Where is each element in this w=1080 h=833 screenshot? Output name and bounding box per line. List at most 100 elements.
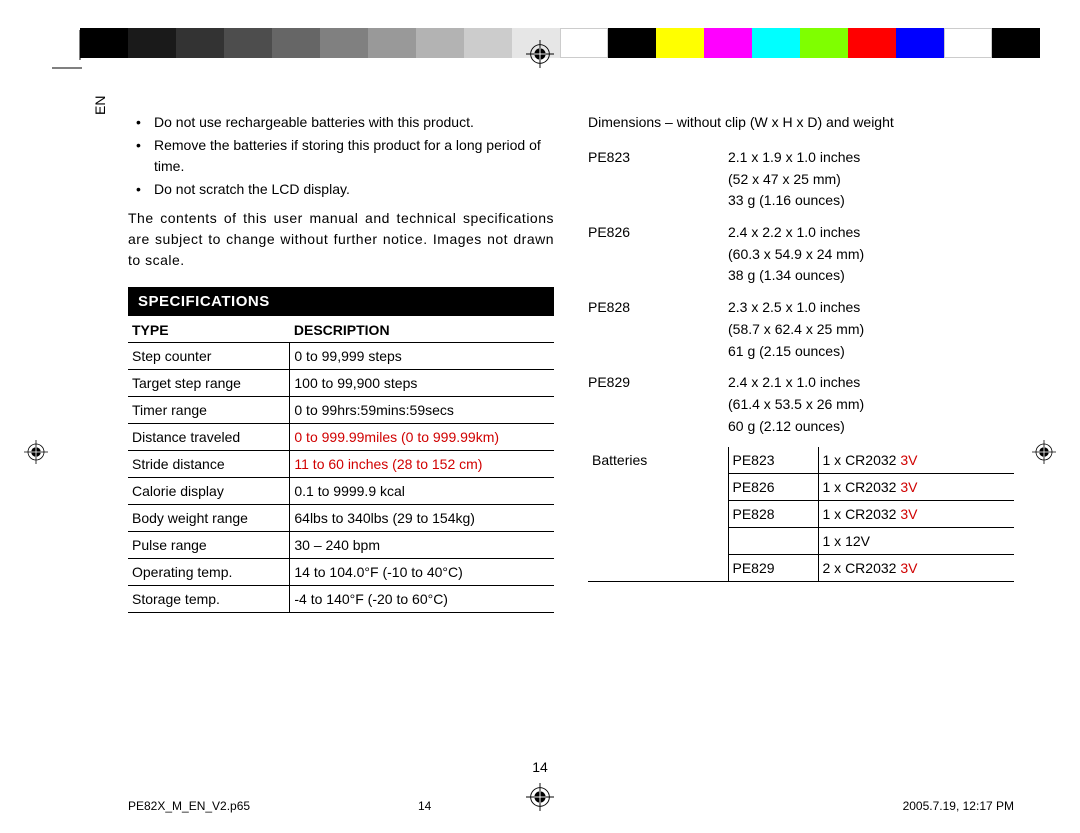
dimension-value: 60 g (2.12 ounces): [728, 416, 845, 438]
dimension-value: 38 g (1.34 ounces): [728, 265, 845, 287]
left-column: Do not use rechargeable batteries with t…: [128, 112, 554, 613]
battery-model-cell: PE828: [728, 501, 818, 528]
warning-bullets: Do not use rechargeable batteries with t…: [128, 112, 554, 200]
dimension-model: [588, 319, 728, 341]
spec-type-cell: Storage temp.: [128, 586, 290, 613]
dimension-model: PE826: [588, 222, 728, 244]
dimension-model: [588, 394, 728, 416]
page-body: Do not use rechargeable batteries with t…: [128, 112, 1014, 613]
page-number: 14: [532, 759, 548, 775]
table-row: Pulse range30 – 240 bpm: [128, 532, 554, 559]
batteries-table: BatteriesPE8231 x CR2032 3VPE8261 x CR20…: [588, 447, 1014, 582]
table-row: Timer range0 to 99hrs:59mins:59secs: [128, 397, 554, 424]
table-row: PE8281 x CR2032 3V: [588, 501, 1014, 528]
disclaimer-text: The contents of this user manual and tec…: [128, 208, 554, 271]
table-row: PE8292 x CR2032 3V: [588, 555, 1014, 582]
table-row: Storage temp.-4 to 140°F (-20 to 60°C): [128, 586, 554, 613]
spec-type-cell: Timer range: [128, 397, 290, 424]
bullet-item: Do not scratch the LCD display.: [128, 179, 554, 200]
spec-type-cell: Operating temp.: [128, 559, 290, 586]
dimension-model: [588, 265, 728, 287]
registration-mark-icon: [1032, 440, 1056, 464]
table-header-type: TYPE: [128, 316, 290, 343]
dimension-value: 61 g (2.15 ounces): [728, 341, 845, 363]
spec-desc-cell: 64lbs to 340lbs (29 to 154kg): [290, 505, 554, 532]
dimension-model: [588, 244, 728, 266]
spec-type-cell: Calorie display: [128, 478, 290, 505]
dimension-value: 2.3 x 2.5 x 1.0 inches: [728, 297, 860, 319]
dimension-model: [588, 341, 728, 363]
table-row: Stride distance11 to 60 inches (28 to 15…: [128, 451, 554, 478]
battery-label-cell: [588, 474, 728, 501]
dimension-value: 2.4 x 2.1 x 1.0 inches: [728, 372, 860, 394]
dimensions-title: Dimensions – without clip (W x H x D) an…: [588, 112, 1014, 133]
crop-mark-icon: [42, 30, 82, 70]
language-label: EN: [92, 96, 108, 115]
battery-value-cell: 1 x CR2032 3V: [818, 447, 1014, 474]
spec-type-cell: Stride distance: [128, 451, 290, 478]
battery-model-cell: [728, 528, 818, 555]
spec-desc-cell: 0.1 to 9999.9 kcal: [290, 478, 554, 505]
battery-value-cell: 1 x CR2032 3V: [818, 474, 1014, 501]
dimension-model: PE828: [588, 297, 728, 319]
spec-desc-cell: -4 to 140°F (-20 to 60°C): [290, 586, 554, 613]
table-row: Step counter0 to 99,999 steps: [128, 343, 554, 370]
dimension-value: 2.4 x 2.2 x 1.0 inches: [728, 222, 860, 244]
bullet-item: Do not use rechargeable batteries with t…: [128, 112, 554, 133]
spec-type-cell: Distance traveled: [128, 424, 290, 451]
battery-value-cell: 2 x CR2032 3V: [818, 555, 1014, 582]
dimension-value: 33 g (1.16 ounces): [728, 190, 845, 212]
registration-mark-icon: [526, 40, 554, 68]
table-row: 1 x 12V: [588, 528, 1014, 555]
table-row: Distance traveled0 to 999.99miles (0 to …: [128, 424, 554, 451]
print-footer: PE82X_M_EN_V2.p65 14 2005.7.19, 12:17 PM: [128, 799, 1014, 813]
battery-model-cell: PE826: [728, 474, 818, 501]
dimension-value: (60.3 x 54.9 x 24 mm): [728, 244, 864, 266]
table-header-description: DESCRIPTION: [290, 316, 554, 343]
table-row: PE8261 x CR2032 3V: [588, 474, 1014, 501]
table-row: BatteriesPE8231 x CR2032 3V: [588, 447, 1014, 474]
spec-type-cell: Body weight range: [128, 505, 290, 532]
table-row: Target step range100 to 99,900 steps: [128, 370, 554, 397]
color-calibration-bar: [80, 28, 1040, 58]
battery-label-cell: [588, 555, 728, 582]
spec-type-cell: Target step range: [128, 370, 290, 397]
table-row: Operating temp.14 to 104.0°F (-10 to 40°…: [128, 559, 554, 586]
battery-model-cell: PE823: [728, 447, 818, 474]
battery-label-cell: [588, 528, 728, 555]
spec-desc-cell: 30 – 240 bpm: [290, 532, 554, 559]
spec-type-cell: Pulse range: [128, 532, 290, 559]
spec-desc-cell: 0 to 999.99miles (0 to 999.99km): [290, 424, 554, 451]
dimension-value: (61.4 x 53.5 x 26 mm): [728, 394, 864, 416]
registration-mark-icon: [24, 440, 48, 464]
spec-type-cell: Step counter: [128, 343, 290, 370]
footer-datetime: 2005.7.19, 12:17 PM: [903, 799, 1014, 813]
battery-label-cell: [588, 501, 728, 528]
spec-desc-cell: 0 to 99,999 steps: [290, 343, 554, 370]
spec-desc-cell: 100 to 99,900 steps: [290, 370, 554, 397]
spec-desc-cell: 11 to 60 inches (28 to 152 cm): [290, 451, 554, 478]
dimension-model: PE829: [588, 372, 728, 394]
dimension-model: [588, 190, 728, 212]
specifications-heading: SPECIFICATIONS: [128, 287, 554, 316]
battery-label-cell: Batteries: [588, 447, 728, 474]
dimension-entry: PE8232.1 x 1.9 x 1.0 inches(52 x 47 x 25…: [588, 147, 1014, 212]
dimension-value: (52 x 47 x 25 mm): [728, 169, 841, 191]
dimension-entry: PE8282.3 x 2.5 x 1.0 inches(58.7 x 62.4 …: [588, 297, 1014, 362]
spec-desc-cell: 0 to 99hrs:59mins:59secs: [290, 397, 554, 424]
footer-page: 14: [418, 799, 431, 813]
right-column: Dimensions – without clip (W x H x D) an…: [588, 112, 1014, 613]
dimension-model: PE823: [588, 147, 728, 169]
table-row: Calorie display0.1 to 9999.9 kcal: [128, 478, 554, 505]
dimension-value: (58.7 x 62.4 x 25 mm): [728, 319, 864, 341]
dimension-model: [588, 416, 728, 438]
dimension-entry: PE8292.4 x 2.1 x 1.0 inches(61.4 x 53.5 …: [588, 372, 1014, 437]
footer-filename: PE82X_M_EN_V2.p65: [128, 799, 250, 813]
dimensions-list: PE8232.1 x 1.9 x 1.0 inches(52 x 47 x 25…: [588, 147, 1014, 437]
battery-value-cell: 1 x CR2032 3V: [818, 501, 1014, 528]
table-row: Body weight range64lbs to 340lbs (29 to …: [128, 505, 554, 532]
dimension-value: 2.1 x 1.9 x 1.0 inches: [728, 147, 860, 169]
dimension-entry: PE8262.4 x 2.2 x 1.0 inches(60.3 x 54.9 …: [588, 222, 1014, 287]
battery-value-cell: 1 x 12V: [818, 528, 1014, 555]
spec-desc-cell: 14 to 104.0°F (-10 to 40°C): [290, 559, 554, 586]
